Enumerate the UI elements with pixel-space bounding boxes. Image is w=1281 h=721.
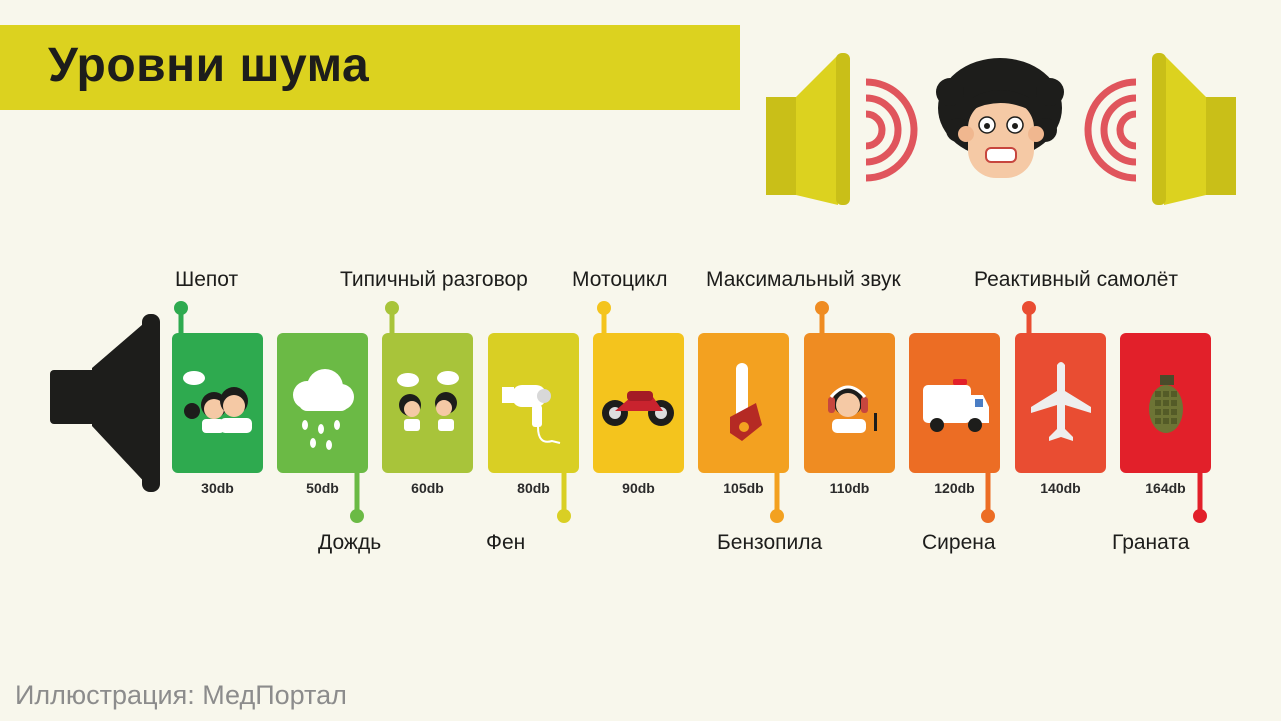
rain-cloud-icon — [293, 369, 354, 450]
decibel-value: 110db — [829, 480, 870, 496]
noise-source-label: Максимальный звук — [706, 268, 901, 291]
noise-level-tile — [277, 333, 368, 473]
sound-waves-left-icon — [865, 78, 918, 182]
noise-level-tile — [593, 333, 684, 473]
hair-dryer-icon — [502, 385, 561, 444]
whisper-people-icon — [183, 371, 252, 433]
decibel-value: 50db — [306, 480, 339, 496]
motorcycle-icon — [602, 391, 674, 426]
decibel-value: 120db — [934, 480, 975, 496]
connector-dot — [174, 301, 188, 315]
headphones-person-icon — [828, 385, 877, 433]
noise-source-label: Мотоцикл — [572, 268, 668, 291]
jet-plane-icon — [1031, 362, 1091, 441]
ambulance-siren-icon — [923, 379, 989, 432]
noise-level-tile — [804, 333, 895, 473]
decibel-value: 30db — [201, 480, 234, 496]
connector-dot — [385, 301, 399, 315]
connector-dot — [770, 509, 784, 523]
page-title: Уровни шума — [48, 39, 370, 92]
connector-dot — [350, 509, 364, 523]
decibel-value: 105db — [723, 480, 764, 496]
connector-dot — [1022, 301, 1036, 315]
noise-source-label: Дождь — [318, 531, 382, 554]
speaker-icon — [50, 314, 160, 492]
decibel-value: 80db — [517, 480, 550, 496]
stressed-face-icon — [936, 58, 1064, 178]
header-illustration — [766, 53, 1236, 205]
noise-level-tile — [1015, 333, 1106, 473]
title-banner — [0, 25, 740, 110]
noise-source-label: Реактивный самолёт — [974, 268, 1179, 291]
footer-credit: Иллюстрация: МедПортал — [15, 680, 347, 710]
noise-source-label: Фен — [486, 531, 526, 554]
connector-dot — [815, 301, 829, 315]
noise-level-tile — [909, 333, 1000, 473]
connector-dot — [597, 301, 611, 315]
noise-source-label: Шепот — [175, 268, 239, 291]
noise-level-tile — [698, 333, 789, 473]
grenade-icon — [1149, 375, 1183, 433]
speaker-left-icon — [766, 53, 850, 205]
noise-level-tile — [382, 333, 473, 473]
connector-dot — [981, 509, 995, 523]
noise-source-label: Бензопила — [717, 531, 823, 554]
chainsaw-icon — [730, 363, 762, 441]
connector-dot — [1193, 509, 1207, 523]
noise-source-label: Типичный разговор — [340, 268, 528, 291]
decibel-value: 90db — [622, 480, 655, 496]
noise-source-label: Сирена — [922, 531, 996, 554]
conversation-people-icon — [397, 371, 459, 431]
decibel-value: 140db — [1040, 480, 1081, 496]
noise-level-tile — [172, 333, 263, 473]
noise-level-tile — [488, 333, 579, 473]
noise-level-tile — [1120, 333, 1211, 473]
speaker-right-icon — [1152, 53, 1236, 205]
connector-dot — [557, 509, 571, 523]
decibel-value: 60db — [411, 480, 444, 496]
decibel-value: 164db — [1145, 480, 1186, 496]
sound-waves-right-icon — [1084, 78, 1137, 182]
noise-source-label: Граната — [1112, 531, 1190, 554]
